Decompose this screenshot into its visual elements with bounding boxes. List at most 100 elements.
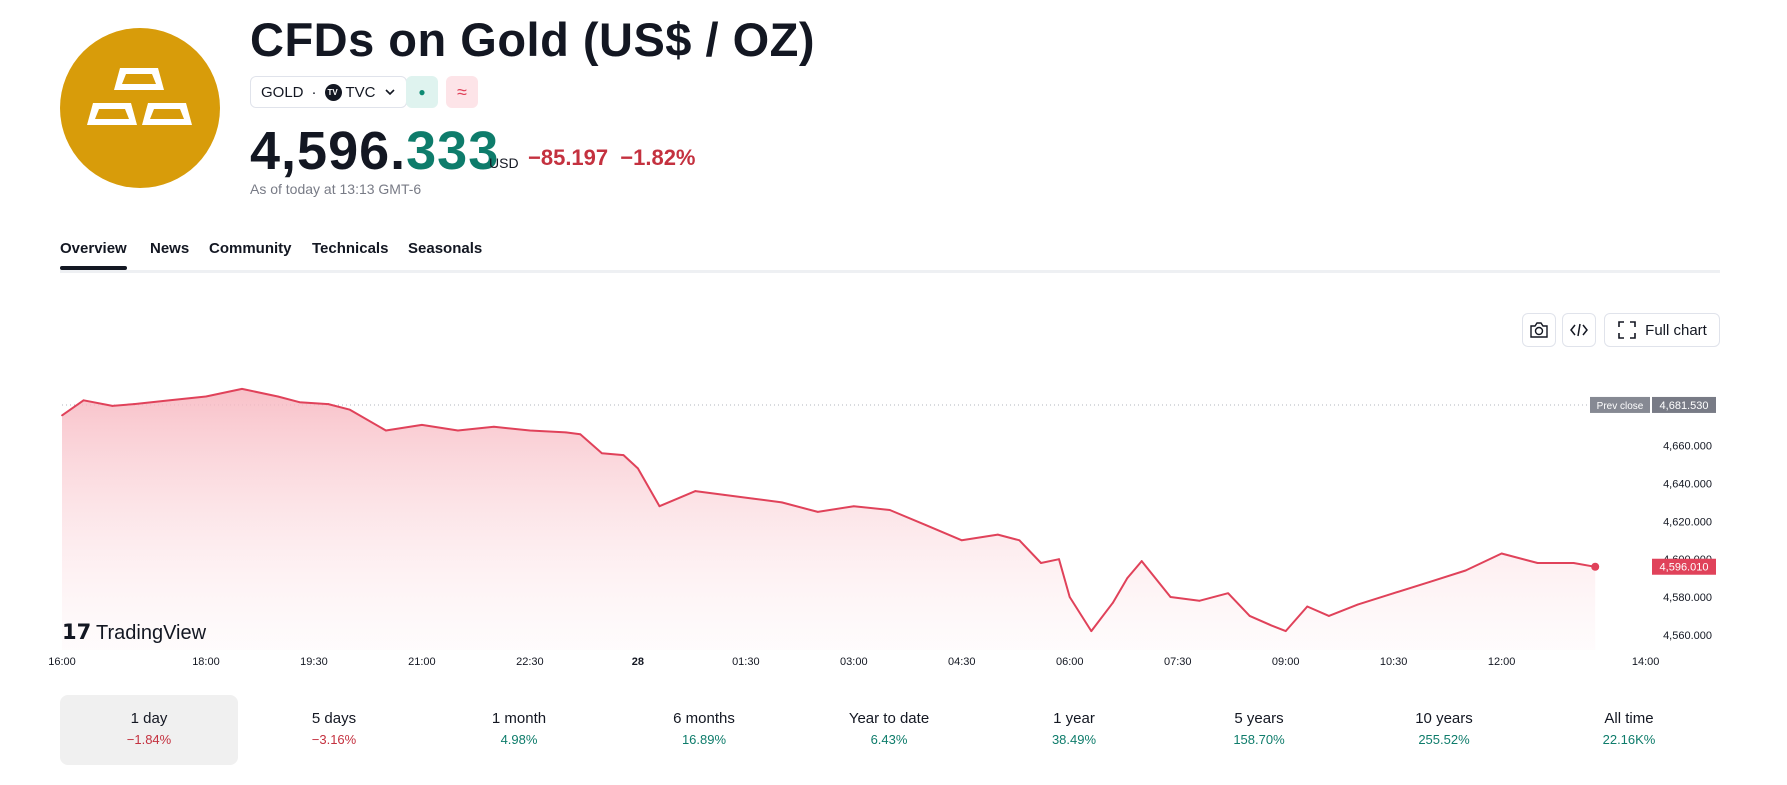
price-point [636, 467, 639, 470]
code-icon [1570, 323, 1588, 337]
tab-active-indicator [60, 266, 127, 270]
price-point [816, 510, 819, 513]
price-point [298, 401, 301, 404]
price-point [1572, 562, 1575, 564]
price-point [1126, 577, 1129, 580]
price-point [924, 524, 927, 527]
period-label: 5 days [311, 710, 357, 727]
period-value: 255.52% [1418, 732, 1470, 747]
last-value-label-bg [1652, 558, 1716, 575]
x-tick-label: 04:30 [948, 656, 976, 668]
period-value: 158.70% [1233, 732, 1285, 747]
price-chart[interactable]: 4,660.0004,640.0004,620.0004,600.0004,58… [0, 360, 1787, 670]
price-point [1464, 569, 1467, 572]
price-point [852, 505, 855, 508]
price-point [1112, 601, 1114, 604]
period-label: 1 month [491, 710, 547, 727]
price-point [1428, 580, 1431, 583]
y-tick-label: 4,620.000 [1663, 516, 1712, 528]
market-open-dot-icon: ● [418, 85, 426, 99]
currency-label: USD [489, 155, 519, 171]
price-point [241, 388, 243, 390]
period-10-years[interactable]: 10 years 255.52% [1355, 695, 1533, 765]
tab-seasonals[interactable]: Seasonals [408, 240, 483, 257]
price-decimals: 333 [406, 121, 500, 181]
y-tick-label: 4,640.000 [1663, 479, 1712, 491]
period-all-time[interactable]: All time 22.16K% [1540, 695, 1718, 765]
period-year-to-date[interactable]: Year to date 6.43% [800, 695, 978, 765]
period-1-day[interactable]: 1 day −1.84% [60, 695, 238, 765]
period-5-days[interactable]: 5 days −3.16% [245, 695, 423, 765]
price-series-line [61, 387, 1596, 633]
price-point [1392, 592, 1395, 595]
price-point [1068, 596, 1071, 598]
tradingview-logo-icon: 𝟭𝟳 [62, 621, 91, 644]
prev-close-value: 4,681.530 [1660, 400, 1709, 412]
price-point [1270, 624, 1273, 627]
x-tick-label: 07:30 [1164, 656, 1192, 668]
gold-bars-icon [87, 68, 192, 125]
period-6-months[interactable]: 6 months 16.89% [615, 695, 793, 765]
price-point [1040, 562, 1042, 564]
x-tick-label: 01:30 [732, 656, 760, 668]
tab-technicals[interactable]: Technicals [312, 240, 389, 257]
price-point [960, 539, 963, 542]
price-point [658, 505, 661, 508]
price-area-fill [62, 388, 1596, 650]
period-value: 16.89% [681, 732, 727, 747]
x-tick-label: 28 [632, 656, 644, 668]
y-tick-label: 4,660.000 [1663, 441, 1712, 453]
prev-close-value-bg [1652, 396, 1716, 413]
embed-button[interactable] [1562, 313, 1596, 347]
fullscreen-icon [1618, 321, 1636, 339]
price-point [1198, 599, 1201, 602]
price-point [111, 405, 114, 407]
price-point [1018, 539, 1021, 542]
x-tick-label: 14:00 [1632, 656, 1660, 668]
price-integer: 4,596. [250, 121, 407, 181]
period-5-years[interactable]: 5 years 158.70% [1170, 695, 1348, 765]
tab-community[interactable]: Community [209, 240, 292, 257]
period-1-year[interactable]: 1 year 38.49% [985, 695, 1163, 765]
market-open-badge[interactable]: ● [406, 76, 438, 108]
tradingview-watermark: 𝟭𝟳 TradingView [62, 621, 207, 644]
price-point [327, 403, 330, 405]
symbol-label: GOLD [261, 83, 304, 101]
x-tick-label: 19:30 [300, 656, 328, 668]
approx-icon: ≈ [457, 81, 467, 102]
price-point [1248, 615, 1251, 617]
price-point [1169, 596, 1172, 598]
last-value-label: 4,596.010 [1660, 562, 1709, 574]
period-value: 6.43% [870, 732, 908, 747]
data-delay-badge[interactable]: ≈ [446, 76, 478, 108]
period-1-month[interactable]: 1 month 4.98% [430, 695, 608, 765]
x-tick-label: 18:00 [192, 656, 220, 668]
tab-overview[interactable]: Overview [60, 240, 127, 257]
last-price: 4,596.333 [250, 120, 499, 182]
x-tick-label: 16:00 [48, 656, 76, 668]
price-point [780, 501, 783, 504]
price-point [1090, 630, 1093, 632]
tradingview-icon: TV [324, 83, 342, 101]
price-point [1284, 630, 1287, 632]
price-point [1227, 592, 1230, 595]
price-point [1356, 603, 1359, 606]
period-label: 1 year [1053, 710, 1095, 727]
screenshot-button[interactable] [1522, 313, 1556, 347]
period-label: 10 years [1415, 710, 1473, 727]
y-tick-label: 4,580.000 [1663, 592, 1712, 604]
full-chart-button[interactable]: Full chart [1604, 313, 1720, 347]
price-point [133, 403, 135, 405]
chevron-down-icon [384, 89, 395, 96]
price-point [1536, 562, 1539, 564]
symbol-exchange-selector[interactable]: GOLD · TV TVC [250, 76, 407, 108]
price-point [579, 433, 582, 436]
tab-bar: Overview News Community Technicals Seaso… [60, 238, 1720, 273]
x-tick-label: 09:00 [1272, 656, 1300, 668]
last-price-dot [1591, 562, 1600, 571]
price-point [528, 429, 531, 432]
tab-news[interactable]: News [150, 240, 190, 257]
price-point [622, 454, 625, 457]
period-value: 4.98% [500, 732, 538, 747]
price-change: −85.197 −1.82% [528, 145, 696, 171]
